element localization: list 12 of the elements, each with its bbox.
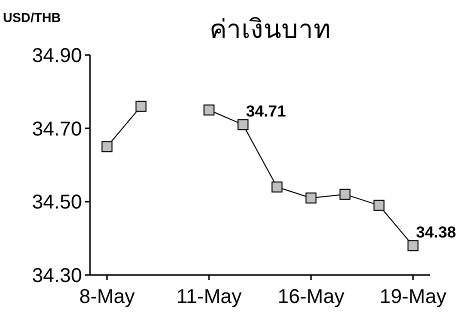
value-label: 34.71 [246, 104, 286, 121]
ytick: 34.50 [32, 192, 82, 214]
ytick: 34.30 [32, 265, 82, 287]
ytick: 34.70 [32, 118, 82, 140]
xtick: 11-May [176, 286, 242, 308]
xtick: 16-May [278, 286, 344, 308]
xtick: 8-May [79, 286, 135, 308]
title: ค่าเงินบาท [210, 14, 330, 44]
value-label: 34.38 [416, 224, 456, 242]
ytick: 34.90 [32, 45, 82, 67]
xtick: 19-May [380, 286, 446, 308]
ylabel: USD/THB [3, 10, 61, 25]
